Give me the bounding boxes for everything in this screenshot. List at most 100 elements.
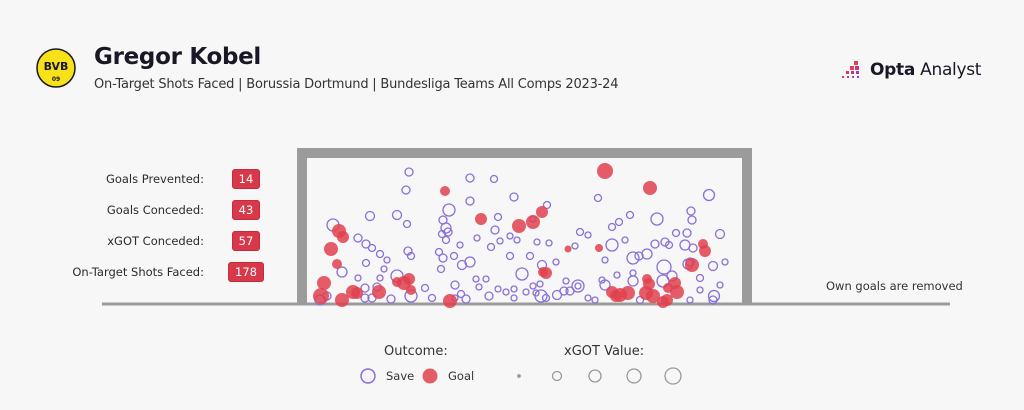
save-shot-marker [708,295,718,305]
save-shot-marker [641,248,653,260]
save-shot-marker [626,251,640,265]
save-shot-marker [473,234,481,242]
save-shot-marker [367,243,377,253]
save-shot-marker [621,236,629,244]
save-shot-marker [536,280,544,288]
save-shot-marker [575,227,585,237]
save-shot-marker [443,227,453,237]
save-shot-marker [607,222,617,232]
save-shot-marker [525,251,535,261]
save-shot-marker [601,256,609,264]
brand-name: Opta Analyst [870,60,982,80]
save-shot-marker [505,251,515,261]
save-shot-marker [441,235,451,245]
brand-logo: Opta Analyst [840,60,981,80]
save-shot-marker [427,293,437,303]
goal-shot-marker [595,244,603,252]
save-shot-marker [465,196,475,206]
goal-shot-marker [526,215,540,229]
goal-shot-marker [642,274,652,284]
goal-shot-marker [317,276,331,290]
page-title: Gregor Kobel [94,44,262,70]
save-shot-marker [490,225,500,235]
goal-shot-marker [406,285,416,295]
save-shot-marker [437,229,447,239]
opta-logo-icon [842,61,859,78]
stat-shots-faced: On-Target Shots Faced: 178 [60,256,270,287]
save-shot-marker [541,293,551,303]
save-shot-marker [545,239,553,247]
save-shot-marker [406,251,416,261]
save-shot-marker [656,274,670,288]
save-shot-marker [404,167,414,177]
save-shot-marker [472,275,480,283]
save-shot-marker [376,274,384,282]
goal-shot-marker [564,245,572,253]
save-shot-marker [688,243,698,253]
save-shot-marker [361,239,371,249]
goal-shot-marker [475,213,487,225]
save-shot-marker [614,217,624,227]
goal-shot-marker [440,186,450,196]
goal-shot-marker [536,206,548,218]
goal-shot-marker [610,290,622,302]
goal-shot-marker [643,181,657,195]
stat-value: 14 [231,168,261,189]
save-shot-marker [574,282,582,290]
save-shot-marker [598,276,606,284]
save-shot-marker [465,173,475,183]
save-shot-marker [515,267,529,281]
save-shot-marker [650,239,660,249]
save-shot-marker [380,265,388,273]
save-shot-marker [534,289,548,303]
save-shot-marker [494,285,502,293]
save-shot-marker [533,238,541,246]
save-shot-marker [360,293,370,303]
save-shot-marker [702,188,716,202]
save-shot-marker [707,289,721,303]
goal-shot-marker [597,163,613,179]
save-shot-marker [522,288,530,296]
save-shot-marker [391,209,403,221]
save-shot-marker [401,185,411,195]
save-shot-marker [686,206,696,216]
stat-goals-conceded: Goals Conceded: 43 [60,194,270,225]
save-shot-marker [629,269,637,277]
save-shot-marker [625,210,635,220]
goal-shot-marker [540,267,552,279]
save-shot-marker [482,275,490,283]
save-shot-marker [571,242,579,250]
goal-shot-marker [661,294,673,306]
save-shot-marker [375,249,385,259]
save-shot-marker [383,256,391,264]
save-shot-marker [360,283,370,293]
goal-shot-marker [403,273,415,285]
save-shot-marker [456,289,466,299]
save-shot-marker [509,192,519,202]
save-shot-marker [449,251,459,261]
save-shot-marker [591,296,599,304]
outcome-legend-title: Outcome: [384,344,448,359]
shots-layer [313,163,729,308]
save-shot-marker [486,242,496,252]
save-shot-marker [605,238,619,252]
save-shot-marker [532,289,540,297]
save-shot-marker [529,282,537,290]
stat-goals-prevented: Goals Prevented: 14 [60,163,270,194]
badge-text: BVB [44,60,69,73]
save-shot-marker [402,219,412,229]
save-shot-marker [364,210,376,222]
goal-legend-label: Goal [448,369,475,383]
save-shot-marker [542,200,552,210]
xgot-size-legend-icon [664,367,682,385]
goal-shot-marker [699,245,711,257]
save-shot-marker [420,283,430,293]
save-shot-marker [493,212,503,222]
save-shot-marker [456,241,464,249]
save-shot-marker [721,258,729,266]
stat-label: xGOT Conceded: [107,233,204,248]
goal-shot-marker [372,285,386,299]
save-shot-marker [664,240,674,250]
save-shot-marker [361,258,371,268]
team-badge-icon: BVB 09 [36,48,76,88]
